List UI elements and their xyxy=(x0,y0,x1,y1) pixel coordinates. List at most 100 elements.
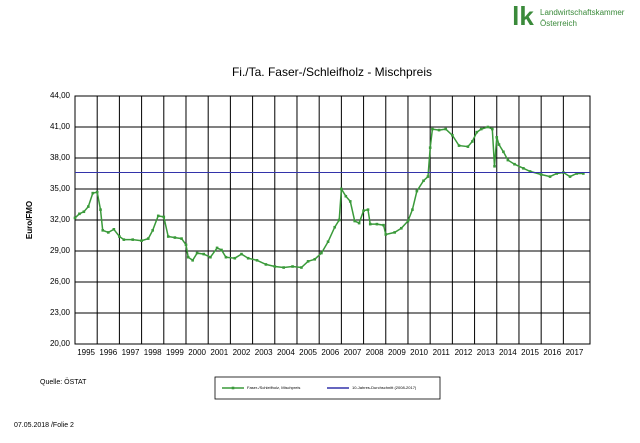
plot-frame xyxy=(74,95,591,345)
point xyxy=(400,226,403,230)
point xyxy=(368,222,372,226)
point xyxy=(209,255,212,259)
point xyxy=(112,228,116,231)
y-tick-label: 38,00 xyxy=(50,153,71,162)
point xyxy=(497,143,501,146)
point xyxy=(348,200,352,203)
x-tick-label: 2014 xyxy=(499,348,517,357)
point xyxy=(146,237,150,240)
footer: 07.05.2018 /Folie 2 xyxy=(14,422,74,429)
y-tick-label: 23,00 xyxy=(50,308,71,317)
y-tick-label: 44,00 xyxy=(50,91,71,100)
point xyxy=(166,235,170,238)
x-tick-label: 2013 xyxy=(477,348,495,357)
point xyxy=(340,187,343,191)
x-tick-label: 2000 xyxy=(188,348,206,357)
x-tick-label: 2002 xyxy=(233,348,251,357)
y-tick-label: 35,00 xyxy=(50,184,71,193)
x-tick-label: 2009 xyxy=(388,348,406,357)
point xyxy=(140,239,143,242)
point xyxy=(426,175,430,178)
point xyxy=(506,158,510,162)
x-tick-label: 2016 xyxy=(543,348,561,357)
x-tick-label: 2017 xyxy=(566,348,584,357)
point xyxy=(202,252,206,256)
point xyxy=(122,238,126,241)
series-line xyxy=(74,126,584,269)
point xyxy=(344,194,348,198)
logo-line1: Landwirtschaftskammer xyxy=(540,8,625,17)
point xyxy=(522,167,525,170)
point xyxy=(224,255,228,259)
x-tick-label: 2008 xyxy=(366,348,384,357)
point xyxy=(220,248,223,252)
point xyxy=(99,208,102,211)
point xyxy=(78,212,81,216)
point xyxy=(95,190,99,194)
point xyxy=(411,208,414,211)
point xyxy=(555,172,559,175)
point xyxy=(118,235,121,238)
point xyxy=(91,191,95,195)
point xyxy=(306,260,310,263)
point xyxy=(428,146,432,149)
point xyxy=(513,162,516,166)
point xyxy=(184,243,188,247)
point xyxy=(493,164,496,168)
point xyxy=(106,231,110,234)
point xyxy=(87,205,90,208)
legend-marker xyxy=(231,386,235,390)
x-tick-label: 2006 xyxy=(321,348,339,357)
y-axis-title: Euro/FMO xyxy=(25,201,34,239)
point xyxy=(357,221,361,225)
x-tick-label: 2007 xyxy=(344,348,362,357)
point xyxy=(255,259,259,262)
logo-line2: Österreich xyxy=(540,19,577,28)
point xyxy=(466,145,470,148)
x-tick-label: 1998 xyxy=(144,348,162,357)
logo-mark: lk xyxy=(512,1,534,31)
point xyxy=(162,215,166,219)
x-tick-label: 1999 xyxy=(166,348,184,357)
point xyxy=(195,251,199,255)
point xyxy=(415,189,419,193)
point xyxy=(375,222,379,226)
point xyxy=(486,125,490,129)
point xyxy=(548,175,552,178)
point xyxy=(495,136,499,139)
point xyxy=(233,256,237,260)
point xyxy=(273,265,277,268)
point xyxy=(406,219,410,223)
point xyxy=(457,144,461,147)
x-tick-label: 2015 xyxy=(521,348,539,357)
source: Quelle: ÖSTAT xyxy=(40,378,87,386)
point xyxy=(300,266,303,269)
point xyxy=(173,236,177,239)
point xyxy=(191,259,194,262)
point xyxy=(215,246,219,250)
x-tick-label: 2001 xyxy=(210,348,228,357)
point xyxy=(362,209,365,212)
point xyxy=(444,127,448,131)
x-tick-label: 2012 xyxy=(455,348,473,357)
point xyxy=(264,263,268,266)
y-tick-label: 29,00 xyxy=(50,246,71,255)
point xyxy=(475,130,479,134)
y-tick-label: 32,00 xyxy=(50,215,71,224)
point xyxy=(131,238,135,241)
point xyxy=(451,133,454,137)
point xyxy=(502,150,505,154)
chart-title: Fi./Ta. Faser-/Schleifholz - Mischpreis xyxy=(232,65,432,79)
point xyxy=(528,170,532,173)
point xyxy=(431,127,434,131)
point xyxy=(333,225,337,229)
point xyxy=(313,257,317,261)
point xyxy=(282,266,285,269)
x-tick-label: 2010 xyxy=(410,348,428,357)
point xyxy=(422,179,425,183)
x-tick-label: 2003 xyxy=(255,348,273,357)
point xyxy=(353,219,356,223)
point xyxy=(471,140,474,143)
